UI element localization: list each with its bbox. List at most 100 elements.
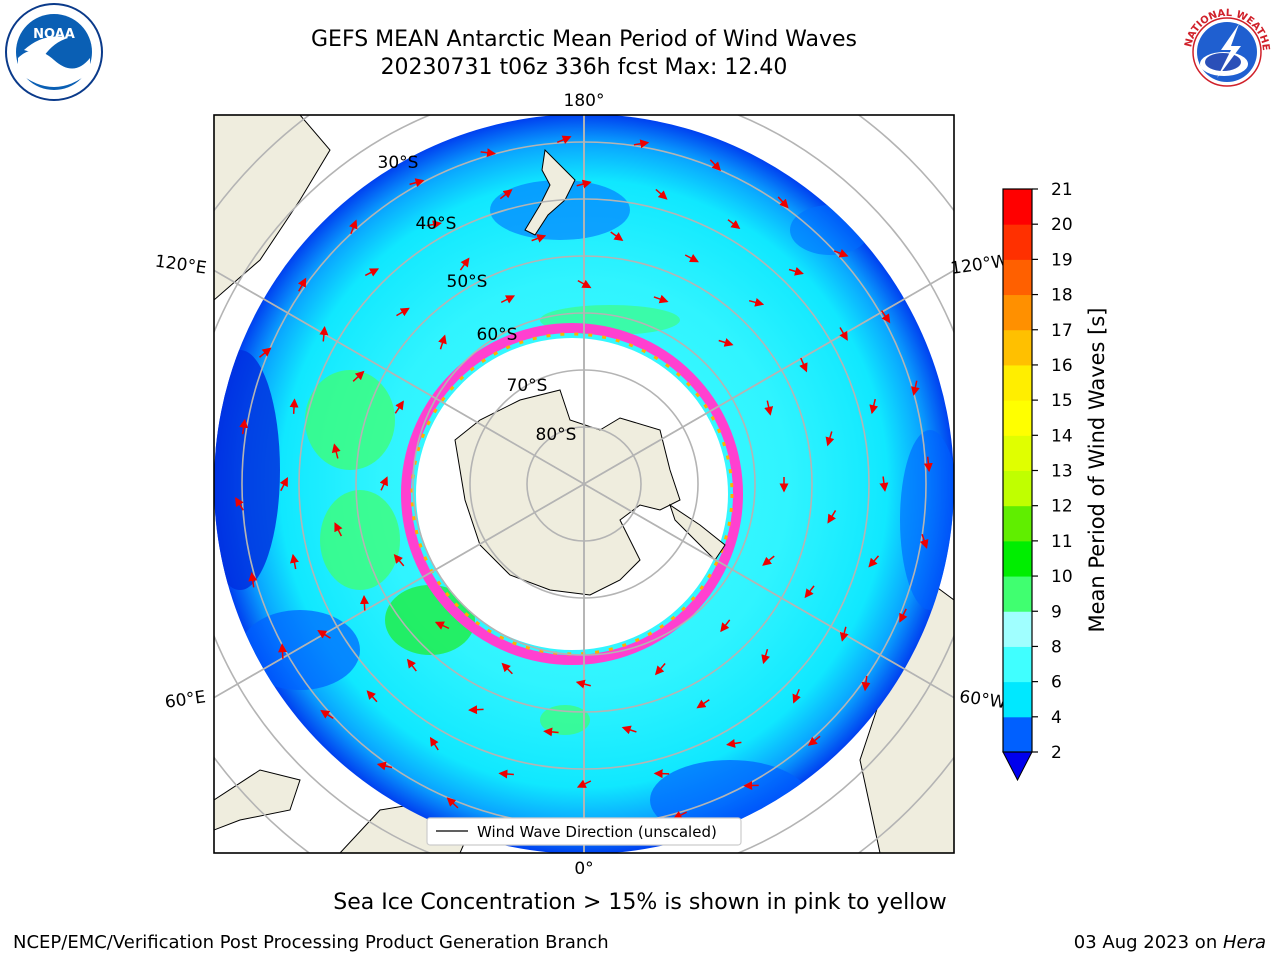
- wind-wave-arrow: [726, 739, 742, 748]
- lon-label-180: 180°: [564, 91, 605, 111]
- wind-wave-arrow: [500, 295, 516, 304]
- low-period-patch: [900, 430, 954, 610]
- colorbar-tick-label: 10: [1051, 567, 1073, 587]
- colorbar-tick-label: 15: [1051, 391, 1073, 411]
- wind-wave-arrow: [621, 725, 637, 735]
- wind-wave-arrow: [499, 189, 513, 200]
- australia-land: [214, 115, 331, 301]
- wind-wave-arrow: [319, 326, 329, 342]
- high-period-patch: [320, 490, 400, 590]
- wind-wave-arrow: [331, 443, 341, 459]
- colorbar-under-arrow: [1002, 751, 1033, 782]
- wind-wave-arrow: [290, 553, 299, 570]
- wind-wave-arrow: [396, 307, 410, 317]
- wind-wave-arrow: [923, 456, 933, 473]
- wind-wave-arrow: [919, 533, 929, 549]
- wind-wave-arrow: [434, 621, 450, 630]
- wind-wave-arrow: [352, 370, 365, 382]
- lon-label-60e: 60°E: [164, 687, 207, 712]
- lat-label-80s: 80°S: [536, 425, 577, 445]
- colorbar-tick-label: 16: [1051, 356, 1073, 376]
- lon-label-120w: 120°W: [949, 251, 1009, 279]
- wind-wave-arrow: [804, 585, 815, 599]
- colorbar-tick-label: 11: [1051, 532, 1073, 552]
- wind-wave-arrow: [827, 510, 837, 524]
- wind-wave-arrow: [654, 662, 666, 676]
- wind-wave-arrow: [807, 735, 821, 746]
- wind-wave-arrow: [468, 705, 484, 715]
- wind-wave-arrow: [575, 679, 591, 689]
- wind-wave-arrow: [869, 398, 879, 415]
- chart-subtitle: 20230731 t06z 336h fcst Max: 12.40: [380, 55, 788, 80]
- sea-ice-edge: [401, 323, 743, 665]
- colorbar-tick-label: 13: [1051, 462, 1073, 482]
- wind-wave-arrow: [531, 234, 547, 243]
- wind-wave-arrow: [839, 626, 849, 642]
- wind-wave-arrow: [709, 159, 722, 172]
- colorbar-tick-label: 12: [1051, 497, 1073, 517]
- wind-wave-arrow: [446, 797, 459, 809]
- wind-wave-arrow: [501, 662, 513, 675]
- wind-wave-arrow: [684, 254, 699, 263]
- wind-wave-arrow: [239, 418, 249, 435]
- wind-wave-arrow: [653, 294, 669, 304]
- wind-wave-arrow: [459, 257, 470, 271]
- footer-host: Hera: [1222, 932, 1266, 953]
- wind-wave-arrow: [366, 690, 378, 703]
- colorbar-swatch: [1003, 189, 1032, 225]
- wind-wave-arrow: [480, 148, 497, 158]
- wind-wave-arrow: [910, 380, 920, 396]
- wind-wave-arrow: [825, 431, 835, 447]
- wind-wave-arrow: [235, 497, 244, 511]
- colorbar-swatch: [1003, 364, 1032, 401]
- colorbar-tick-label: 18: [1051, 286, 1073, 306]
- wind-wave-arrow: [899, 608, 908, 623]
- sea-ice-caption: Sea Ice Concentration > 15% is shown in …: [333, 890, 947, 915]
- legend-label: Wind Wave Direction (unscaled): [477, 823, 717, 841]
- low-period-patch: [214, 350, 280, 590]
- nws-logo: NATIONAL WEATHER SERVICE: [1177, 2, 1275, 100]
- wind-wave-arrow: [406, 658, 417, 672]
- wind-wave-arrow: [576, 179, 592, 189]
- colorbar-swatch: [1003, 716, 1032, 753]
- lon-label-0: 0°: [574, 859, 593, 879]
- low-period-patch: [490, 180, 630, 240]
- wind-wave-arrow: [762, 555, 775, 566]
- colorbar-swatch: [1003, 646, 1032, 683]
- wind-wave-arrow: [610, 231, 624, 242]
- wind-wave-arrow: [297, 277, 307, 292]
- colorbar-swatch: [1003, 611, 1032, 647]
- colorbar: 2 4 6 8 9 10 11 12 13 14 15 16 17 18 19 20 21: [1002, 180, 1073, 782]
- colorbar-swatch: [1003, 329, 1032, 366]
- high-period-patch: [305, 370, 395, 470]
- wind-wave-arrow: [289, 398, 299, 414]
- colorbar-swatch: [1003, 294, 1032, 331]
- wind-wave-arrow: [429, 736, 439, 751]
- wind-wave-arrow: [394, 400, 404, 414]
- colorbar-tick-label: 20: [1051, 215, 1073, 235]
- wind-wave-arrow: [718, 338, 734, 347]
- lat-label-30s: 30°S: [378, 153, 419, 173]
- wind-wave-arrow: [788, 267, 804, 276]
- wind-wave-arrow: [833, 249, 849, 258]
- land-mass-sw: [214, 769, 301, 831]
- lat-label-60s: 60°S: [477, 325, 518, 345]
- wind-wave-arrow: [799, 357, 808, 373]
- wind-wave-arrow: [334, 522, 343, 537]
- noaa-logo: NOAA: [5, 3, 103, 101]
- wind-wave-arrow: [748, 298, 765, 307]
- wind-wave-arrow: [633, 139, 650, 149]
- lon-label-60w: 60°W: [958, 687, 1007, 713]
- footer-date-text: 03 Aug 2023 on: [1073, 932, 1223, 953]
- wind-wave-arrow: [259, 347, 272, 358]
- svg-text:NOAA: NOAA: [33, 27, 75, 42]
- wind-wave-arrow: [364, 268, 380, 277]
- colorbar-swatch: [1003, 470, 1032, 507]
- wind-wave-arrow: [880, 310, 891, 324]
- chart-title: GEFS MEAN Antarctic Mean Period of Wind …: [311, 27, 857, 52]
- wind-wave-arrow: [426, 220, 442, 229]
- lat-label-50s: 50°S: [447, 272, 488, 292]
- wind-wave-arrow: [349, 219, 358, 235]
- wind-wave-arrow: [379, 476, 388, 491]
- wind-wave-arrow: [879, 476, 889, 492]
